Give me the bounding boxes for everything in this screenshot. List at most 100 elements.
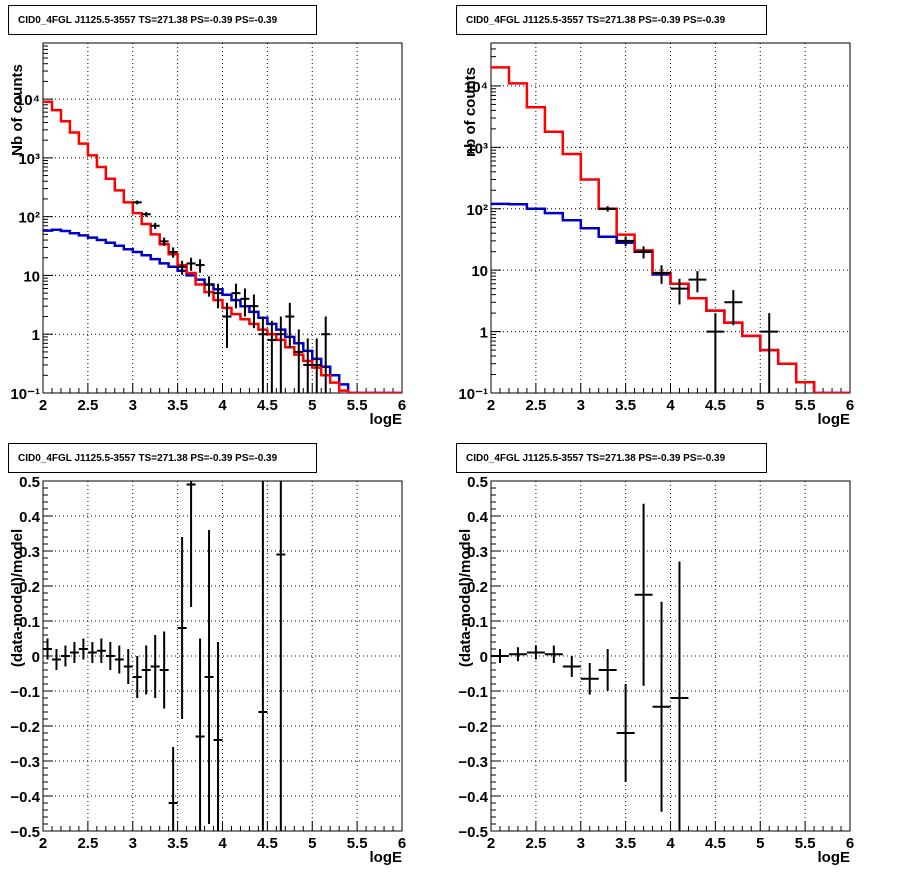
data-point (312, 338, 322, 393)
x-tick-label: 5.5 (795, 835, 816, 852)
data-point (544, 645, 563, 663)
plot-area (43, 481, 286, 831)
x-tick-label: 4.5 (705, 397, 726, 414)
plot-area (43, 100, 402, 393)
data-point (195, 259, 205, 273)
data-point (760, 313, 779, 393)
data-point (276, 316, 286, 393)
y-tick-label: 10³ (18, 151, 40, 168)
title-box (456, 443, 767, 473)
x-tick-label: 2.5 (77, 835, 98, 852)
y-tick-label: 0.4 (19, 509, 41, 526)
x-tick-label: 2 (487, 835, 495, 852)
data-point (204, 276, 214, 297)
data-point (249, 294, 259, 329)
x-tick-label: 3 (129, 397, 137, 414)
data-point (69, 642, 79, 663)
y-tick-label: 10³ (466, 140, 488, 157)
data-point (508, 647, 527, 662)
data-point (96, 638, 106, 663)
chart-title: CID0_4FGL J1125.5-3557 TS=271.38 PS=-0.3… (466, 15, 726, 26)
data-point (186, 257, 196, 271)
y-tick-label: −0.5 (10, 824, 40, 841)
data-point (213, 642, 223, 831)
data-point (276, 481, 286, 831)
data-point (562, 656, 581, 677)
x-axis-ticks (490, 821, 851, 831)
data-point (159, 631, 169, 709)
y-tick-label: 10² (18, 210, 40, 227)
y-tick-label: 10 (23, 268, 40, 285)
x-tick-label: 4 (218, 835, 227, 852)
x-tick-label: 2 (39, 397, 47, 414)
data-point (222, 302, 232, 348)
data-point (321, 316, 331, 393)
y-tick-label: −0.4 (458, 789, 488, 806)
x-tick-label: 5 (308, 835, 316, 852)
chart-panel-3: CID0_4FGL J1125.5-3557 TS=271.38 PS=-0.3… (8, 443, 406, 866)
x-tick-label: 5.5 (347, 835, 368, 852)
x-axis-label: logE (818, 411, 851, 428)
data-point (580, 663, 599, 695)
data-point (688, 271, 707, 293)
x-axis-ticks (42, 821, 403, 831)
data-point (141, 211, 151, 217)
grid (43, 43, 402, 393)
data-point (159, 237, 169, 246)
x-tick-label: 3 (129, 835, 137, 852)
x-axis-ticks (42, 383, 403, 393)
y-axis-ticks (43, 42, 53, 394)
y-axis-label: (data-model)/model (457, 529, 474, 667)
x-tick-label: 3 (577, 835, 585, 852)
x-tick-label: 6 (846, 397, 854, 414)
y-axis-ticks (491, 480, 501, 832)
data-point (240, 288, 250, 317)
title-box (8, 5, 317, 35)
x-tick-label: 5 (756, 397, 764, 414)
data-point (231, 283, 241, 309)
data-point (123, 649, 133, 684)
data-point (285, 302, 295, 348)
x-tick-label: 6 (398, 397, 406, 414)
x-axis-label: logE (370, 849, 403, 866)
y-tick-label: 0.1 (19, 614, 40, 631)
x-axis-label: logE (370, 411, 403, 428)
x-tick-label: 3.5 (167, 397, 188, 414)
y-tick-label: 0.1 (467, 614, 488, 631)
y-tick-label: −0.1 (10, 684, 40, 701)
data-point (195, 638, 205, 831)
x-tick-label: 4 (666, 397, 675, 414)
grid (43, 481, 402, 831)
y-tick-label: 0.2 (467, 579, 488, 596)
x-tick-label: 4.5 (705, 835, 726, 852)
data-point (258, 481, 268, 831)
data-point (670, 278, 689, 305)
y-tick-label: 0 (480, 649, 488, 666)
chart-panel-4: CID0_4FGL J1125.5-3557 TS=271.38 PS=-0.3… (456, 443, 854, 866)
data-point (168, 247, 178, 258)
data-point (141, 645, 151, 695)
data-point (87, 642, 97, 663)
model-histogram (491, 66, 850, 393)
data-point (60, 645, 70, 667)
x-axis-ticks (490, 383, 851, 393)
title-box (456, 5, 767, 35)
grid (491, 43, 850, 393)
x-tick-label: 6 (398, 835, 406, 852)
data-point (616, 236, 635, 247)
data-point (51, 649, 61, 670)
x-tick-label: 4.5 (257, 835, 278, 852)
y-tick-label: 1 (480, 325, 488, 342)
plot-area (491, 503, 689, 831)
data-point (706, 313, 725, 393)
data-point (303, 338, 313, 393)
y-tick-label: −0.3 (458, 754, 488, 771)
x-tick-label: 4 (218, 397, 227, 414)
y-axis-ticks (491, 42, 501, 394)
x-tick-label: 2.5 (525, 835, 546, 852)
x-tick-label: 4.5 (257, 397, 278, 414)
x-axis-label: logE (818, 849, 851, 866)
y-tick-label: 10⁴ (464, 79, 488, 96)
y-tick-label: 10² (466, 202, 488, 219)
y-axis-label: (data-model)/model (9, 529, 26, 667)
